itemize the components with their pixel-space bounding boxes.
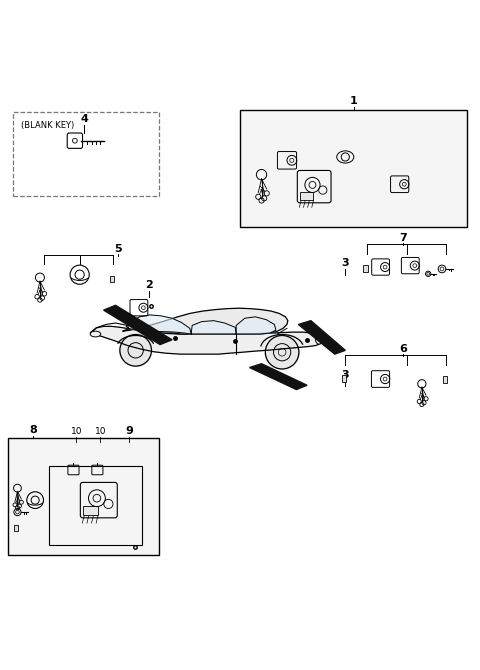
Polygon shape <box>191 321 236 334</box>
Text: (BLANK KEY): (BLANK KEY) <box>21 121 74 130</box>
Circle shape <box>120 334 152 366</box>
Text: 6: 6 <box>399 344 407 354</box>
Text: 5: 5 <box>114 244 122 254</box>
Text: 9: 9 <box>125 427 133 436</box>
Polygon shape <box>126 315 191 334</box>
Text: 4: 4 <box>81 115 88 125</box>
Text: 10: 10 <box>71 427 82 436</box>
Ellipse shape <box>315 334 323 344</box>
Polygon shape <box>104 306 172 344</box>
Bar <box>8 438 158 555</box>
Bar <box>109 275 114 282</box>
Text: 3: 3 <box>341 258 349 268</box>
Text: 10: 10 <box>95 427 106 436</box>
Text: 2: 2 <box>145 280 153 290</box>
Bar <box>14 525 18 531</box>
Ellipse shape <box>90 331 101 337</box>
Bar <box>48 466 142 545</box>
Polygon shape <box>91 326 323 354</box>
Polygon shape <box>236 317 276 334</box>
Text: 1: 1 <box>350 96 358 107</box>
Bar <box>300 192 313 200</box>
Bar <box>363 265 368 271</box>
Polygon shape <box>250 364 307 389</box>
Bar <box>12 113 158 196</box>
Text: 7: 7 <box>399 233 407 243</box>
Circle shape <box>265 335 300 369</box>
Bar <box>443 376 447 383</box>
Text: 3: 3 <box>341 370 349 379</box>
Bar <box>342 375 347 382</box>
Bar <box>83 506 98 515</box>
Polygon shape <box>123 308 288 334</box>
Bar <box>240 110 468 227</box>
Polygon shape <box>299 321 345 354</box>
Text: 8: 8 <box>29 425 37 435</box>
